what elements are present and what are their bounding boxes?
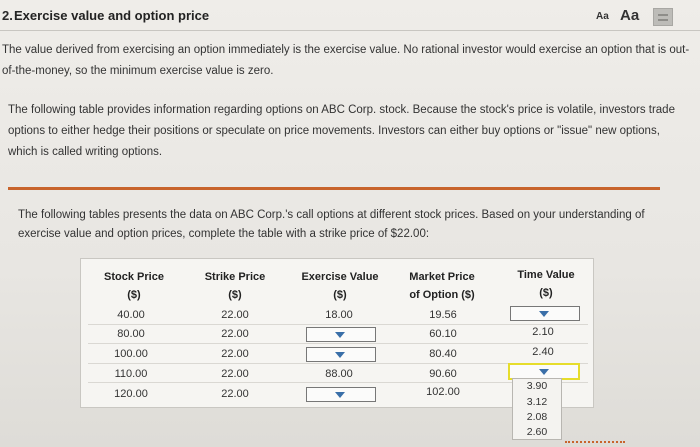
exercise-value-cell: 88.00 [325,368,353,380]
time-value-cell: 2.10 [532,326,554,338]
market-price-cell: 19.56 [429,309,457,321]
stock-price-cell: 100.00 [114,348,148,360]
exercise-value-dropdown[interactable] [306,387,376,402]
market-price-cell: 80.40 [429,348,457,360]
stock-price-cell: 40.00 [117,309,145,321]
market-price-cell: 90.60 [429,368,457,380]
context-paragraph: The following table provides information… [8,104,675,158]
header-strike-price: Strike Price ($) [190,268,280,304]
chevron-down-icon [539,369,549,375]
chevron-down-icon [539,311,549,317]
document-icon[interactable] [653,8,673,26]
header-unit: ($) [228,289,242,301]
question-number: 2. [2,8,13,23]
header-unit: ($) [539,287,553,299]
chevron-down-icon [335,352,345,358]
font-increase-button[interactable]: Aa [620,7,640,24]
exercise-value-cell: 18.00 [325,309,353,321]
option-item[interactable]: 3.12 [526,396,548,408]
strike-price-cell: 22.00 [221,328,249,340]
question-header: 2. Exercise value and option price Aa Aa [0,6,700,30]
option-item[interactable]: 2.60 [526,426,548,438]
market-price-cell: 60.10 [429,328,457,340]
stock-price-cell: 120.00 [114,388,148,400]
exercise-value-dropdown[interactable] [306,327,376,342]
time-value-cell: 2.40 [532,346,554,358]
section-divider [8,187,660,190]
header-label: Stock Price [104,271,164,283]
header-time-value: Time Value ($) [498,266,594,302]
time-value-options-menu: 3.90 3.12 2.08 2.60 [512,378,562,440]
exercise-value-dropdown[interactable] [306,347,376,362]
market-price-cell: 102.00 [426,386,460,398]
header-stock-price: Stock Price ($) [84,268,184,304]
header-label: Exercise Value [301,271,379,283]
header-divider [0,30,700,31]
footer-decoration [565,441,625,445]
font-decrease-button[interactable]: Aa [596,11,609,22]
header-label: Market Price [409,271,475,283]
strike-price-cell: 22.00 [221,309,249,321]
row-separator [88,363,588,364]
intro-paragraph: The value derived from exercising an opt… [2,44,690,77]
time-value-dropdown[interactable] [510,306,580,321]
header-unit: ($) [333,289,347,301]
header-exercise-value: Exercise Value ($) [290,268,390,304]
row-separator [88,343,588,344]
row-separator [88,382,588,383]
instruction-paragraph: The following tables presents the data o… [18,209,645,240]
header-market-price: Market Price of Option ($) [396,268,488,304]
header-label: Strike Price [204,271,266,283]
question-title: Exercise value and option price [14,8,210,23]
stock-price-cell: 110.00 [114,368,148,380]
option-item[interactable]: 3.90 [526,380,548,392]
row-separator [88,324,588,325]
header-label: Time Value [517,269,575,281]
strike-price-cell: 22.00 [221,388,249,400]
option-item[interactable]: 2.08 [526,411,548,423]
header-unit: of Option ($) [409,289,475,301]
chevron-down-icon [335,332,345,338]
chevron-down-icon [335,392,345,398]
strike-price-cell: 22.00 [221,368,249,380]
header-unit: ($) [127,289,141,301]
stock-price-cell: 80.00 [117,328,145,340]
strike-price-cell: 22.00 [221,348,249,360]
